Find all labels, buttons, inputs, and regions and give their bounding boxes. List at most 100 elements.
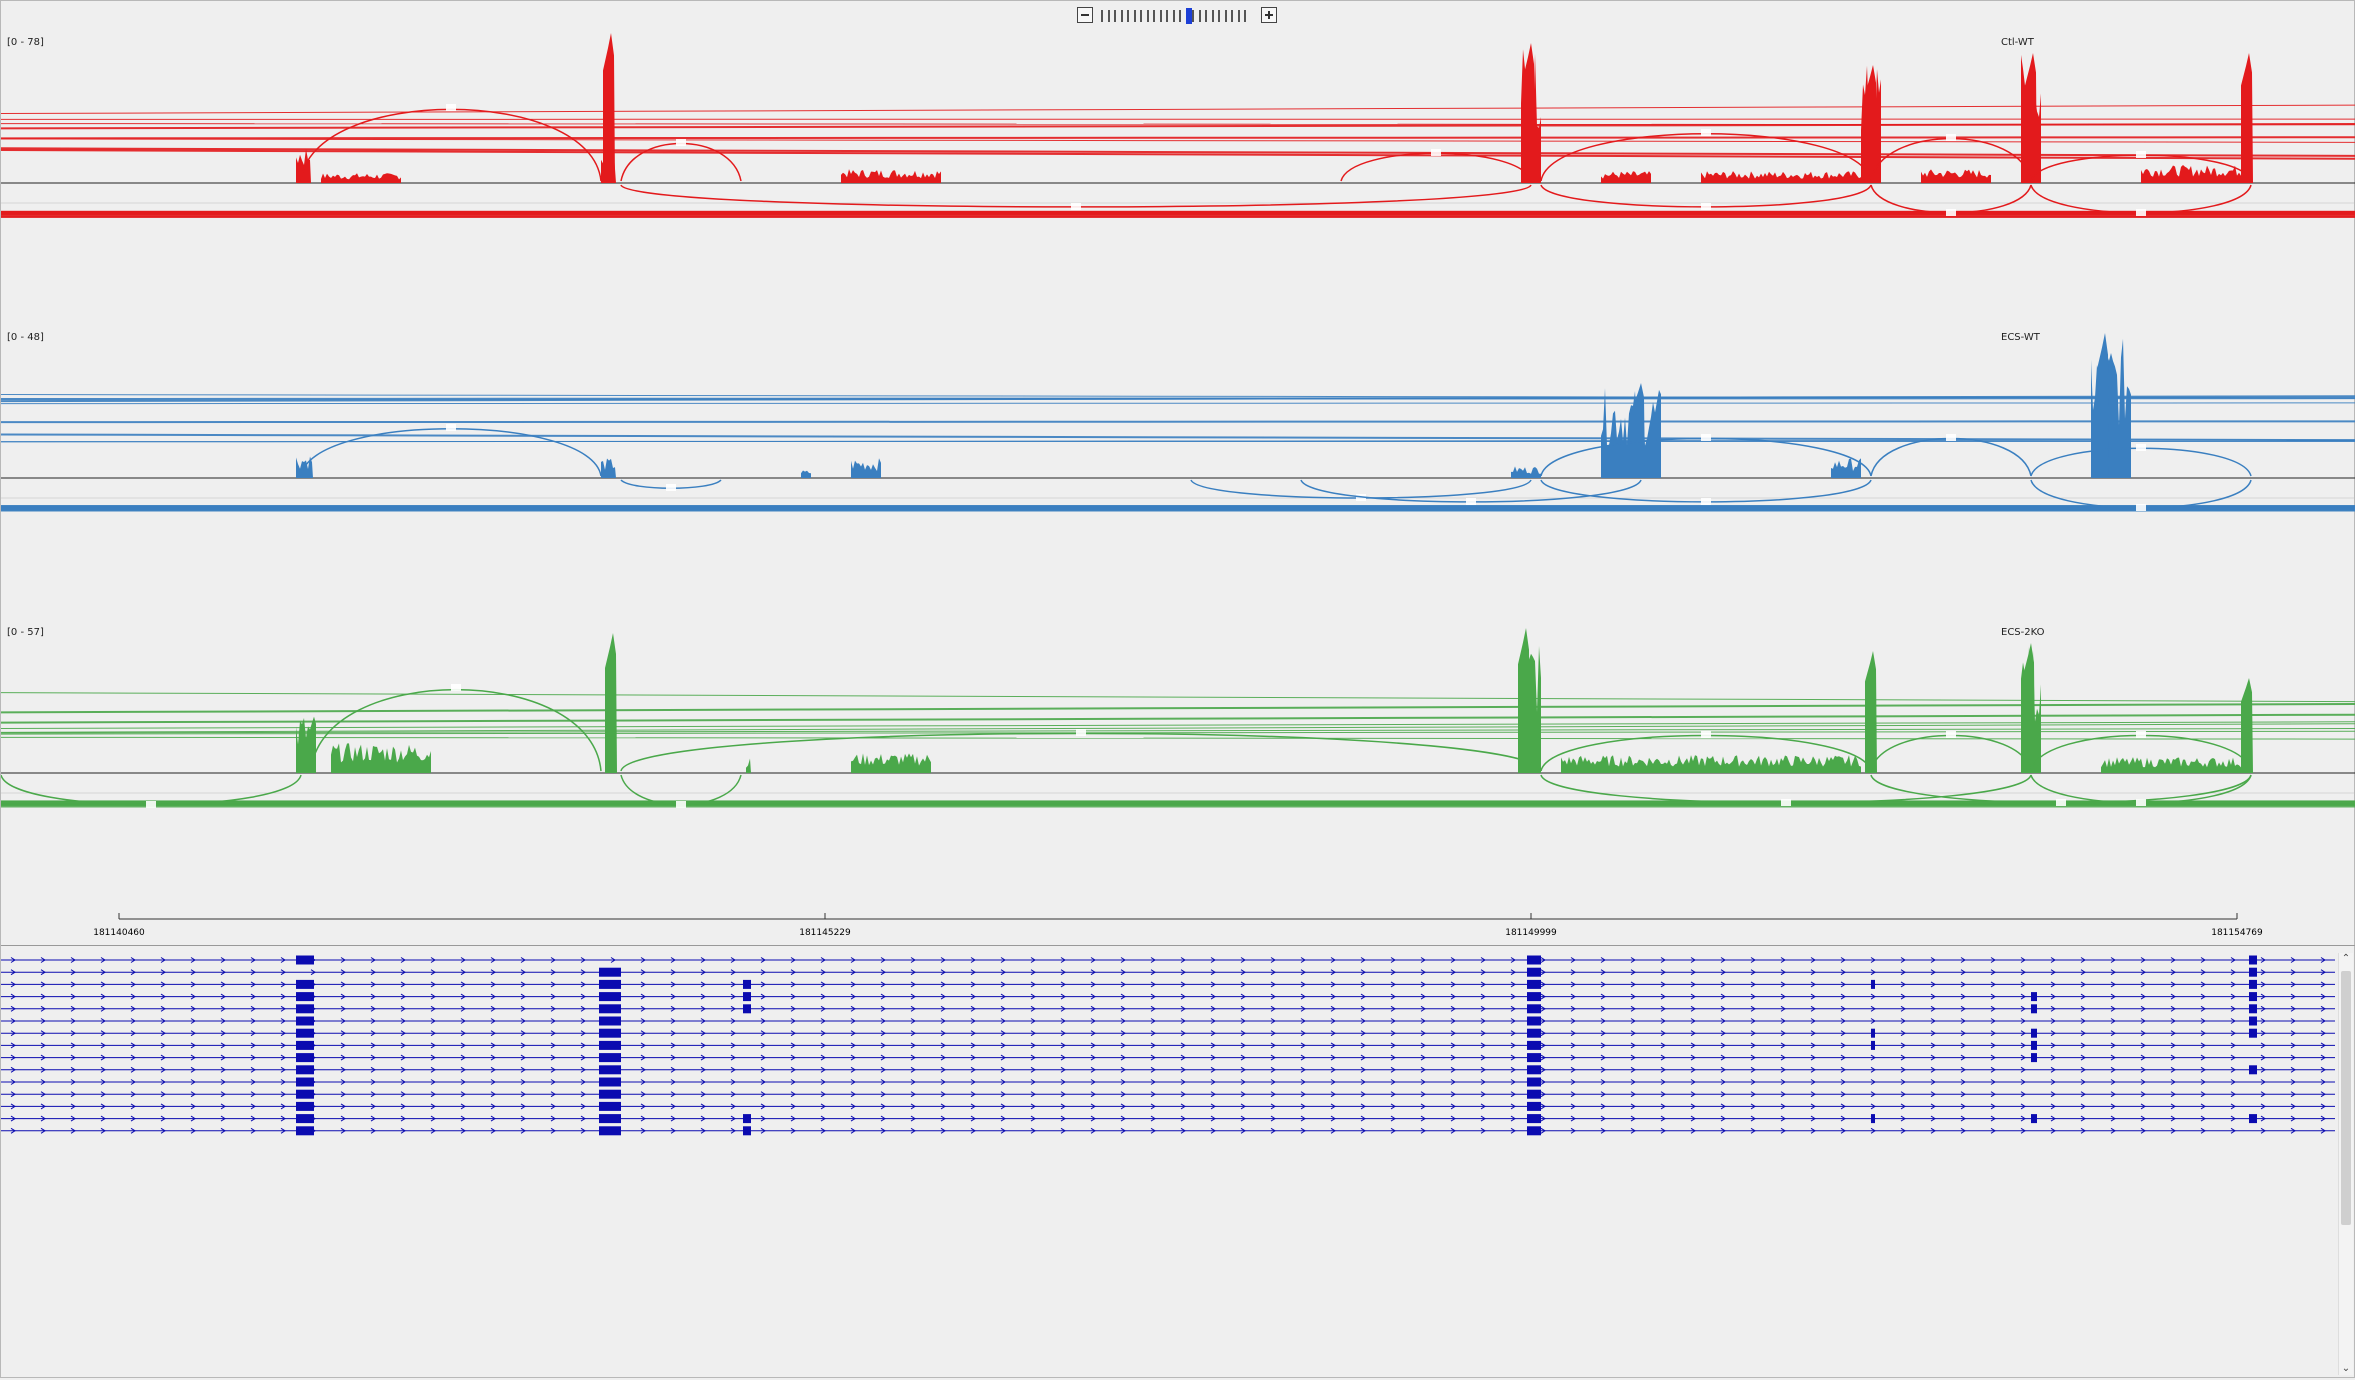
junction-count-chip xyxy=(446,424,456,431)
transcript-row xyxy=(1,1090,2335,1099)
exon-block xyxy=(296,956,314,965)
junction-line xyxy=(1,421,2355,422)
junction-count-chip xyxy=(2136,209,2146,216)
coverage-block xyxy=(801,470,811,478)
exon-block xyxy=(1527,980,1541,989)
coverage-peak xyxy=(2097,333,2109,478)
junction-count-chip xyxy=(1701,434,1711,441)
exon-block xyxy=(1527,1065,1541,1074)
exon-block xyxy=(599,1126,621,1135)
junction-count-chip xyxy=(1466,498,1476,505)
coverage-block xyxy=(1921,169,1991,183)
exon-block xyxy=(296,1029,314,1038)
exon-block xyxy=(599,1102,621,1111)
exon-block xyxy=(743,992,751,1001)
exon-block xyxy=(2249,968,2257,977)
junction-count-chip xyxy=(451,684,461,691)
scroll-thumb[interactable] xyxy=(2341,971,2351,1225)
exon-block xyxy=(2031,1053,2037,1062)
junction-count-chip xyxy=(1701,129,1711,136)
transcript-row xyxy=(1,1041,2335,1050)
coverage-block xyxy=(321,173,401,183)
exon-block xyxy=(1527,1078,1541,1087)
exon-block xyxy=(1527,1004,1541,1013)
coverage-block xyxy=(746,759,751,773)
coverage-block xyxy=(1561,755,1861,773)
coverage-block xyxy=(1701,171,1861,183)
exon-block xyxy=(1527,1126,1541,1135)
splice-junction-arc xyxy=(2031,480,2251,508)
junction-count-chip xyxy=(1946,134,1956,141)
coverage-block xyxy=(851,753,931,773)
exon-block xyxy=(599,968,621,977)
junction-count-chip xyxy=(1701,731,1711,738)
exon-block xyxy=(743,1126,751,1135)
exon-block xyxy=(1527,1041,1541,1050)
coverage-peak xyxy=(1523,43,1535,183)
gene-panel-scrollbar[interactable]: ⌃ ⌄ xyxy=(2338,953,2353,1375)
exon-block xyxy=(599,980,621,989)
coverage-peak xyxy=(2241,53,2253,183)
exon-block xyxy=(743,1114,751,1123)
coverage-peak xyxy=(2025,53,2037,183)
splice-junction-arc xyxy=(1541,439,1871,477)
exon-block xyxy=(2249,992,2257,1001)
transcript-row xyxy=(1,1126,2335,1135)
junction-line xyxy=(1,105,2355,113)
junction-count-chip xyxy=(1431,149,1441,156)
splice-junction-arc xyxy=(2031,775,2251,803)
junction-line xyxy=(1,704,2355,712)
exon-block xyxy=(2249,1065,2257,1074)
transcript-row xyxy=(1,1004,2335,1013)
transcript-row xyxy=(1,1078,2335,1087)
exon-block xyxy=(1527,956,1541,965)
junction-count-chip xyxy=(1946,209,1956,216)
junction-count-chip xyxy=(676,139,686,146)
exon-block xyxy=(2249,980,2257,989)
exon-block xyxy=(599,1041,621,1050)
coverage-block xyxy=(1511,466,1541,478)
splice-junction-arc xyxy=(621,734,1541,772)
splice-junction-arc xyxy=(1871,439,2031,477)
scroll-up-arrow-icon[interactable]: ⌃ xyxy=(2340,953,2352,965)
junction-count-chip xyxy=(1946,731,1956,738)
coverage-block xyxy=(841,169,941,183)
transcript-row xyxy=(1,1065,2335,1074)
exon-block xyxy=(1527,1029,1541,1038)
exon-block xyxy=(296,1017,314,1026)
junction-count-chip xyxy=(1701,498,1711,505)
exon-block xyxy=(599,1090,621,1099)
exon-block xyxy=(1527,1090,1541,1099)
track-2-coverage xyxy=(1,333,2355,511)
exon-block xyxy=(1527,1017,1541,1026)
junction-line xyxy=(1,139,2355,142)
exon-block xyxy=(2031,992,2037,1001)
junction-count-chip xyxy=(1701,203,1711,210)
transcript-row xyxy=(1,1053,2335,1062)
transcript-row xyxy=(1,980,2335,989)
transcript-row xyxy=(1,956,2335,965)
junction-count-chip xyxy=(2136,151,2146,158)
coverage-peak xyxy=(605,633,617,773)
splice-junction-arc xyxy=(1341,153,1531,181)
junction-count-chip xyxy=(1781,799,1791,806)
junction-count-chip xyxy=(146,801,156,808)
splice-junction-arc xyxy=(1871,735,2031,771)
exon-block xyxy=(1527,1053,1541,1062)
splice-junction-arc xyxy=(2031,185,2251,213)
splice-junction-arc xyxy=(621,775,741,805)
exon-block xyxy=(599,1004,621,1013)
junction-count-chip xyxy=(1946,434,1956,441)
exon-block xyxy=(2031,1041,2037,1050)
splice-junction-arc xyxy=(301,109,601,181)
exon-block xyxy=(1871,1041,1875,1050)
scroll-down-arrow-icon[interactable]: ⌄ xyxy=(2340,1363,2352,1375)
exon-block xyxy=(1871,980,1875,989)
coverage-block xyxy=(1601,171,1651,183)
exon-block xyxy=(1871,1114,1875,1123)
exon-block xyxy=(743,1004,751,1013)
exon-block xyxy=(2249,1004,2257,1013)
exon-block xyxy=(296,1053,314,1062)
track-1-coverage xyxy=(1,33,2355,217)
